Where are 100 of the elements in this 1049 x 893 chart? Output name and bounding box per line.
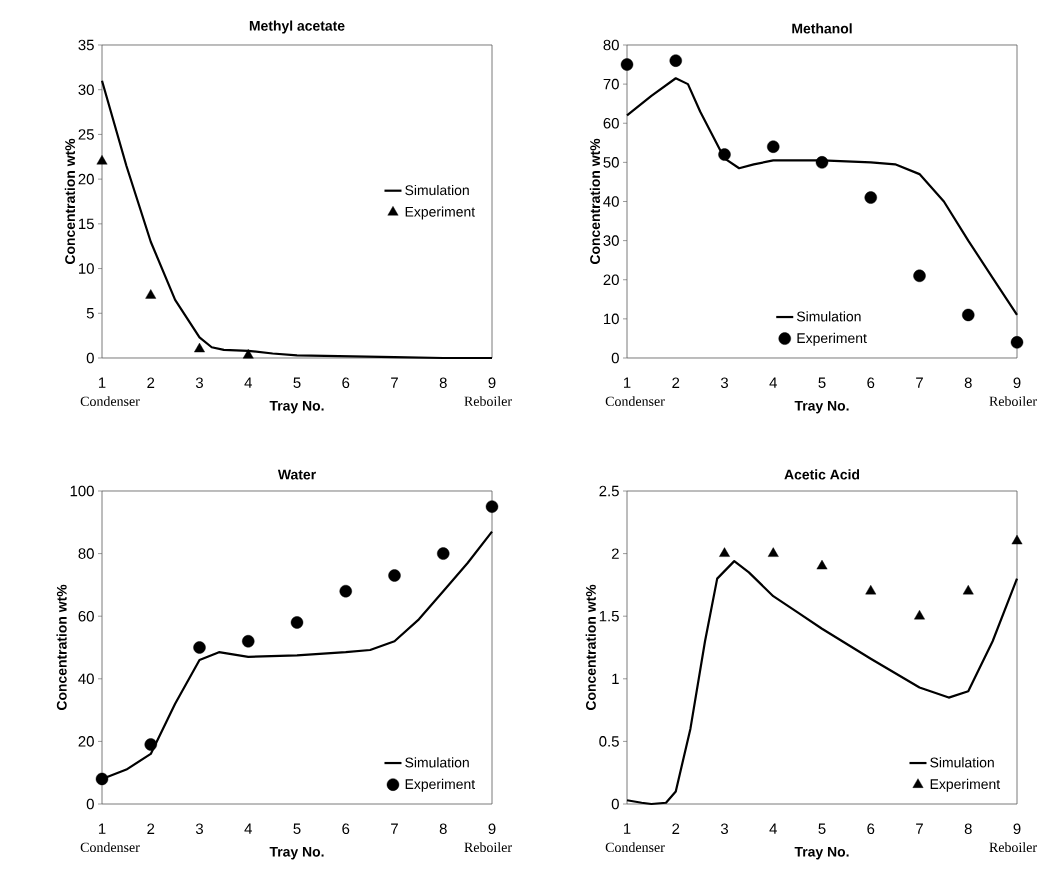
point <box>485 500 499 513</box>
legend-label: Simulation <box>405 757 469 768</box>
y-tick-label: 2 <box>611 548 619 559</box>
line-series <box>625 560 1019 806</box>
y-tick-label: 0 <box>611 352 619 364</box>
point <box>95 772 109 786</box>
x-tick-label: 5 <box>293 377 301 388</box>
y-tick-label: 70 <box>603 78 619 90</box>
x-tick-label: 1 <box>98 823 106 834</box>
y-tick-label: 0.5 <box>599 736 619 747</box>
legend-label: Experiment <box>797 332 867 346</box>
y-tick-label: 60 <box>78 610 94 622</box>
legend-label: Simulation <box>796 311 861 322</box>
x-tick-label: 6 <box>342 823 350 835</box>
chart-title: Acetic Acid <box>784 469 860 480</box>
y-axis-title: Concentration wt% <box>585 584 596 711</box>
x-tick-label: 3 <box>195 823 203 835</box>
x-tick-label: 4 <box>244 377 252 388</box>
point <box>145 289 157 299</box>
x-tick-label: 6 <box>342 377 350 389</box>
text: Condenser <box>605 842 665 853</box>
point <box>962 584 974 595</box>
x-tick-label: 6 <box>867 377 875 389</box>
y-tick-label: 0 <box>611 798 619 810</box>
text: Reboiler <box>989 842 1037 853</box>
legend-label: Experiment <box>405 206 476 220</box>
point <box>242 349 254 359</box>
x-tick-label: 4 <box>769 823 777 834</box>
point <box>620 58 634 71</box>
y-tick-label: 80 <box>603 39 619 51</box>
point <box>339 584 352 598</box>
y-tick-label: 40 <box>78 673 94 685</box>
y-tick-label: 100 <box>70 485 94 497</box>
text: Reboiler <box>464 842 512 853</box>
x-tick-label: 5 <box>293 823 301 834</box>
x-tick-label: 9 <box>488 823 496 835</box>
text: Condenser <box>605 396 665 407</box>
x-tick-label: 8 <box>964 823 972 835</box>
point <box>669 54 682 67</box>
y-tick-label: 2.5 <box>599 485 619 497</box>
y-tick-label: 10 <box>604 313 619 325</box>
y-tick-label: 60 <box>603 117 619 129</box>
x-tick-label: 8 <box>439 377 447 389</box>
point <box>719 547 730 557</box>
x-tick-label: 4 <box>769 377 777 388</box>
x-tick-label: 2 <box>147 823 155 834</box>
y-tick-label: 30 <box>603 235 619 246</box>
y-tick-label: 20 <box>78 736 94 747</box>
y-tick-label: 0 <box>86 352 94 364</box>
y-tick-label: 20 <box>603 274 619 286</box>
y-tick-label: 20 <box>78 173 94 185</box>
legend-label: Experiment <box>930 778 1001 792</box>
point <box>815 156 829 169</box>
point <box>242 635 255 648</box>
point <box>767 140 780 153</box>
y-tick-label: 1.5 <box>599 610 619 622</box>
x-tick-label: 9 <box>488 377 496 389</box>
point <box>290 616 304 629</box>
chart-title: Water <box>277 469 316 480</box>
x-tick-label: 5 <box>818 823 826 834</box>
x-axis-title: Tray No. <box>794 400 849 414</box>
y-tick-label: 35 <box>78 39 94 51</box>
y-axis-title: Concentration wt% <box>56 584 67 711</box>
x-tick-label: 6 <box>867 823 875 835</box>
point <box>437 547 450 560</box>
x-tick-label: 7 <box>916 377 923 388</box>
x-tick-label: 7 <box>391 377 398 388</box>
y-tick-label: 50 <box>603 157 619 168</box>
x-tick-label: 9 <box>1013 377 1021 389</box>
y-axis-title: Concentration wt% <box>589 138 601 265</box>
x-tick-label: 7 <box>916 823 923 834</box>
y-tick-label: 30 <box>78 84 94 95</box>
x-axis-title: Tray No. <box>269 846 324 860</box>
x-tick-label: 3 <box>720 823 729 835</box>
text: Condenser <box>80 396 140 407</box>
x-tick-label: 9 <box>1013 823 1021 835</box>
point <box>1011 534 1023 545</box>
legend-label: Experiment <box>405 778 476 792</box>
point <box>1010 336 1024 349</box>
x-tick-label: 3 <box>195 377 203 389</box>
text: Condenser <box>80 842 140 853</box>
point <box>388 569 401 582</box>
text: Reboiler <box>464 396 512 407</box>
point <box>865 584 877 595</box>
x-axis-title: Tray No. <box>269 400 324 414</box>
point <box>144 738 157 751</box>
point <box>816 559 828 570</box>
chart-title: Methanol <box>792 23 852 34</box>
x-axis-title: Tray No. <box>794 846 849 860</box>
y-tick-label: 40 <box>603 196 619 207</box>
point <box>96 155 108 165</box>
y-tick-label: 15 <box>79 218 94 230</box>
point <box>864 191 877 204</box>
x-tick-label: 8 <box>439 823 447 835</box>
y-tick-label: 25 <box>78 129 94 140</box>
chart-title: Methyl acetate <box>249 20 345 34</box>
legend-label: Simulation <box>930 757 994 768</box>
x-tick-label: 2 <box>147 377 155 388</box>
x-tick-label: 2 <box>672 377 680 388</box>
point <box>914 610 925 620</box>
